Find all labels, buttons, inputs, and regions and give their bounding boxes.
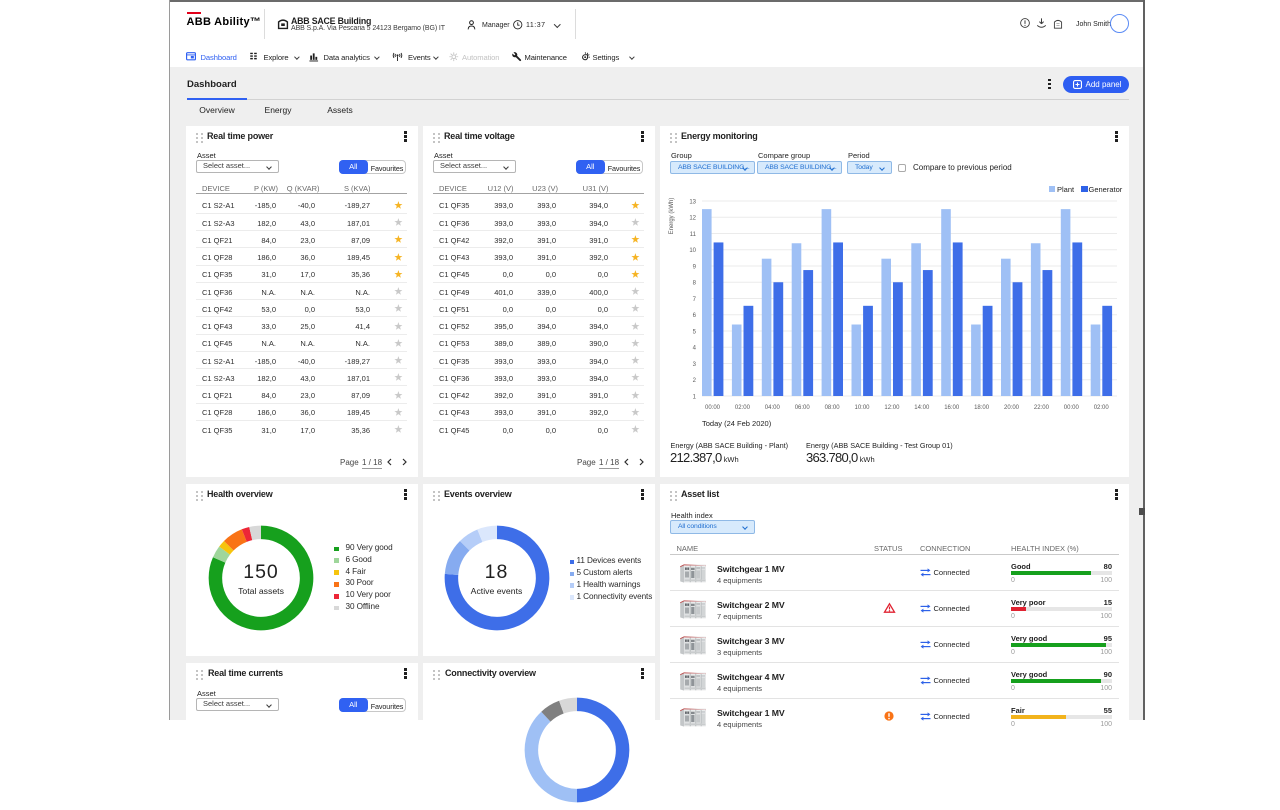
svg-text:02:00: 02:00 <box>1094 405 1110 411</box>
svg-text:6: 6 <box>693 313 697 319</box>
svg-text:12:00: 12:00 <box>884 405 900 411</box>
svg-text:8: 8 <box>693 281 697 287</box>
svg-text:14:00: 14:00 <box>914 405 930 411</box>
svg-text:9: 9 <box>693 264 697 270</box>
svg-text:1: 1 <box>693 394 697 400</box>
svg-text:02:00: 02:00 <box>735 405 751 411</box>
svg-text:00:00: 00:00 <box>1064 405 1080 411</box>
svg-text:00:00: 00:00 <box>705 405 721 411</box>
svg-text:11: 11 <box>690 232 697 238</box>
svg-text:4: 4 <box>693 346 697 352</box>
svg-text:3: 3 <box>693 362 697 368</box>
svg-text:20:00: 20:00 <box>1004 405 1020 411</box>
svg-text:18:00: 18:00 <box>974 405 990 411</box>
svg-text:04:00: 04:00 <box>765 405 781 411</box>
svg-text:2: 2 <box>693 378 697 384</box>
svg-text:10: 10 <box>689 248 696 254</box>
svg-text:16:00: 16:00 <box>944 405 960 411</box>
svg-text:5: 5 <box>693 329 697 335</box>
svg-text:08:00: 08:00 <box>825 405 841 411</box>
svg-text:22:00: 22:00 <box>1034 405 1050 411</box>
svg-text:13: 13 <box>689 199 696 205</box>
svg-text:10:00: 10:00 <box>854 405 870 411</box>
svg-text:7: 7 <box>693 297 697 303</box>
svg-text:06:00: 06:00 <box>795 405 811 411</box>
svg-text:Energy (kWh): Energy (kWh) <box>669 198 675 235</box>
svg-text:Today (24 Feb 2020): Today (24 Feb 2020) <box>702 419 772 428</box>
svg-text:12: 12 <box>689 216 696 222</box>
